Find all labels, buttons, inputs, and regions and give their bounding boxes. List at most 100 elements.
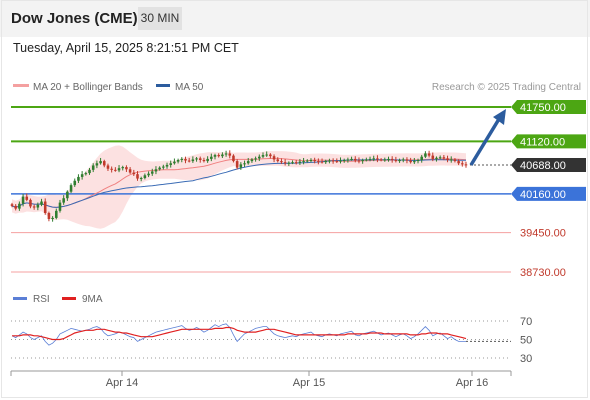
candle-body xyxy=(276,159,280,162)
candle-body xyxy=(14,205,17,209)
candle-body xyxy=(91,165,95,170)
candle-body xyxy=(235,161,239,168)
candle-body xyxy=(361,159,364,162)
candle-body xyxy=(217,155,220,157)
candle-body xyxy=(169,163,172,165)
candle-body xyxy=(283,162,287,164)
candle-body xyxy=(162,166,165,168)
candle-body xyxy=(376,158,379,160)
candle-body xyxy=(25,196,29,200)
candle-body xyxy=(198,158,202,160)
candle-body xyxy=(379,159,383,161)
candle-body xyxy=(409,160,412,163)
candle-body xyxy=(331,160,335,162)
candle-body xyxy=(228,153,232,156)
level-label-bg-3 xyxy=(511,186,586,201)
target-arrow-shaft xyxy=(469,118,501,166)
candle-body xyxy=(62,198,65,203)
candle-body xyxy=(110,168,113,170)
candle-body xyxy=(128,169,132,173)
candle-body xyxy=(309,159,313,161)
candle-body xyxy=(206,158,209,162)
candle-body xyxy=(254,158,257,160)
level-label-bg-0 xyxy=(511,100,586,114)
level-label-1: 41120.00 xyxy=(520,136,565,148)
ma50-line xyxy=(11,159,467,208)
candle-body xyxy=(73,180,77,186)
candle-body xyxy=(431,155,435,159)
candle-body xyxy=(457,161,460,164)
candle-body xyxy=(210,156,213,159)
rsi-ma-legend-swatch xyxy=(62,297,76,300)
candle-body xyxy=(195,158,198,160)
candle-body xyxy=(416,159,420,162)
candle-body xyxy=(464,164,468,166)
candle-body xyxy=(187,160,191,162)
candle-body xyxy=(191,159,195,162)
candle-body xyxy=(55,210,58,218)
ma20-legend-label: MA 20 + Bollinger Bands xyxy=(33,82,143,93)
candle-body xyxy=(184,158,187,161)
rsi-legend-swatch xyxy=(13,297,27,300)
candle-body xyxy=(398,159,401,162)
candle-body xyxy=(239,164,243,168)
candle-body xyxy=(265,154,268,156)
candle-body xyxy=(47,212,51,220)
candle-body xyxy=(158,167,161,170)
candle-body xyxy=(180,158,184,160)
candle-body xyxy=(313,159,316,162)
candle-body xyxy=(317,161,320,163)
timeframe-button[interactable]: 30 MIN xyxy=(138,7,182,30)
candle-body xyxy=(390,158,394,160)
candle-body xyxy=(405,159,409,161)
candle-body xyxy=(387,158,390,160)
candle-body xyxy=(294,162,298,164)
candle-body xyxy=(280,161,283,163)
candle-body xyxy=(99,161,102,164)
candle-body xyxy=(58,202,62,211)
candle-body xyxy=(461,163,464,165)
candle-body xyxy=(250,159,254,162)
datetime-label: Tuesday, April 15, 2025 8:21:51 PM CET xyxy=(13,41,239,55)
candle-body xyxy=(302,161,305,163)
candle-body xyxy=(446,158,449,160)
level-label-4: 39450.00 xyxy=(520,228,566,240)
candle-body xyxy=(32,206,36,208)
candle-body xyxy=(243,163,246,165)
level-label-0: 41750.00 xyxy=(520,102,566,114)
candle-body xyxy=(435,157,438,159)
candle-body xyxy=(202,159,206,162)
candle-body xyxy=(143,175,147,179)
candle-body xyxy=(306,160,309,162)
candle-body xyxy=(232,155,235,162)
candle-body xyxy=(66,191,69,199)
candle-body xyxy=(298,161,302,163)
candle-body xyxy=(102,161,106,166)
candle-body xyxy=(453,159,457,162)
candle-body xyxy=(427,153,431,156)
candle-body xyxy=(29,199,32,207)
candle-body xyxy=(40,201,43,205)
candle-body xyxy=(272,156,276,160)
candle-body xyxy=(121,167,125,169)
level-label-5: 38730.00 xyxy=(520,267,566,279)
candle-body xyxy=(269,154,272,157)
candle-body xyxy=(324,161,328,163)
ma20-legend-swatch xyxy=(13,84,29,87)
ma50-legend-label: MA 50 xyxy=(175,82,204,93)
candle-body xyxy=(420,156,423,160)
header-bar xyxy=(0,0,590,37)
candle-body xyxy=(328,160,331,162)
candle-body xyxy=(350,158,353,160)
ma50-legend-swatch xyxy=(156,84,170,87)
candle-body xyxy=(291,162,294,164)
candle-body xyxy=(173,161,176,164)
candle-body xyxy=(147,173,150,176)
level-label-2: 40688.00 xyxy=(520,160,566,172)
rsi-tick-label: 70 xyxy=(520,316,532,328)
candle-body xyxy=(342,159,346,161)
candle-body xyxy=(51,217,54,220)
candle-body xyxy=(132,172,136,175)
candle-body xyxy=(365,159,368,161)
